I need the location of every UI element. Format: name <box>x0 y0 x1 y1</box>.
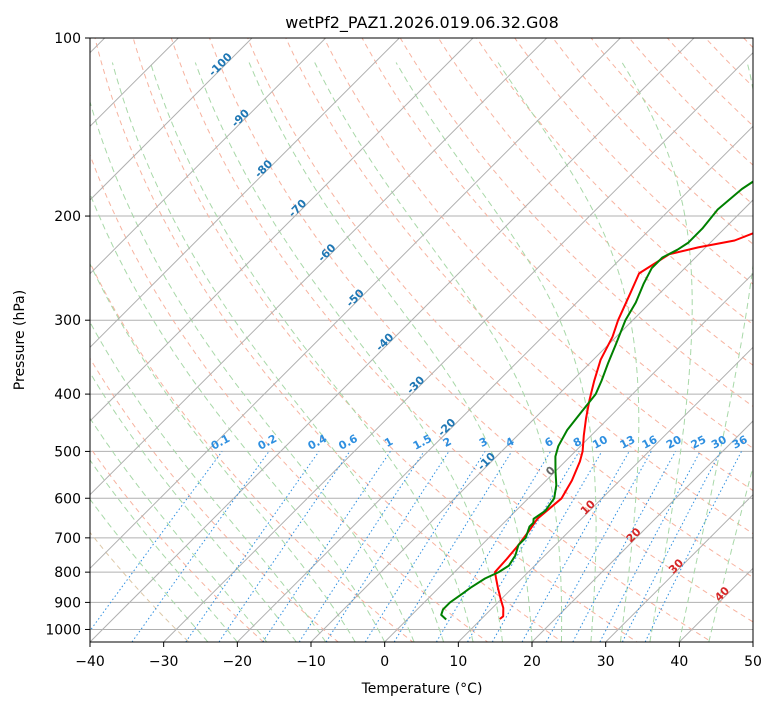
dry-adiabat <box>399 38 753 408</box>
mixing-ratio-line <box>325 451 450 642</box>
isotherm-line <box>90 38 253 201</box>
mixing-ratio-line <box>131 451 270 642</box>
y-tick-label: 900 <box>54 595 81 611</box>
y-tick-label: 800 <box>54 565 81 581</box>
moist-adiabats <box>90 62 753 642</box>
isotherm-line <box>605 493 753 642</box>
isotherm-line <box>90 38 621 570</box>
dry-adiabat <box>90 446 265 642</box>
mixing-ratio-line <box>467 451 580 642</box>
mixing-ratio-line <box>545 451 652 642</box>
x-tick-label: 10 <box>449 654 467 670</box>
x-tick-label: −30 <box>149 654 179 670</box>
isotherm-line <box>531 420 753 642</box>
mixing-ratio-labels: 0.1 0.2 0.4 0.6 1 1.5 2 3 4 6 8 10 13 16 20 25 30 36 <box>209 432 750 453</box>
moist-adiabat <box>90 262 356 642</box>
mixing-ratio-label: 13 <box>618 433 638 452</box>
isotherm-line <box>90 38 327 275</box>
mixing-ratio-line <box>435 451 552 642</box>
moist-adiabat <box>149 62 474 642</box>
y-tick-label: 300 <box>54 313 81 329</box>
x-tick-label: −20 <box>223 654 253 670</box>
moist-adiabat <box>90 100 415 642</box>
moist-adiabat <box>497 62 640 642</box>
moist-adiabat <box>314 62 563 642</box>
y-tick-label: 100 <box>54 31 81 47</box>
y-tick-label: 700 <box>54 531 81 547</box>
x-axis-label: Temperature (°C) <box>361 681 483 697</box>
dry-adiabat <box>94 38 564 642</box>
moist-adiabat <box>395 62 597 642</box>
isotherm-line <box>752 641 753 642</box>
isotherm-line <box>90 38 695 642</box>
isobar-lines <box>90 38 753 630</box>
x-tick-label: −40 <box>75 654 105 670</box>
mixing-ratio-line <box>364 451 486 642</box>
moist-adiabat <box>90 371 297 642</box>
dry-adiabat <box>323 38 753 492</box>
mixing-ratio-lines <box>90 451 742 642</box>
mixing-ratio-line <box>90 451 223 632</box>
isotherm-lines <box>90 38 753 642</box>
x-axis-ticks: −40 −30 −20 −10 0 10 20 30 40 50 <box>75 642 762 670</box>
x-tick-label: 20 <box>523 654 541 670</box>
mixing-ratio-label: 36 <box>730 433 750 452</box>
moist-adiabat <box>678 62 753 642</box>
isotherm-line <box>90 38 548 496</box>
dewpoint-line <box>440 180 753 621</box>
isotherm-line <box>384 272 753 642</box>
isotherm-line <box>90 38 400 349</box>
y-tick-label: 1000 <box>45 622 81 638</box>
dry-adiabat <box>209 38 753 623</box>
mixing-ratio-label: 16 <box>640 433 660 452</box>
isotherm-line <box>163 51 753 642</box>
y-tick-label: 500 <box>54 444 81 460</box>
mixing-ratio-line <box>572 451 676 642</box>
mixing-ratio-line <box>491 451 603 642</box>
mixing-ratio-label: 20 <box>664 433 684 452</box>
plot-area <box>90 38 753 642</box>
moist-adiabat <box>90 498 209 642</box>
isotherm-line <box>236 125 753 642</box>
moist-adiabat <box>90 321 327 642</box>
y-tick-label: 200 <box>54 209 81 225</box>
x-tick-label: 0 <box>380 654 389 670</box>
y-tick-label: 400 <box>54 387 81 403</box>
x-tick-label: −10 <box>296 654 326 670</box>
x-tick-label: 40 <box>670 654 688 670</box>
mixing-ratio-line <box>218 451 351 642</box>
moist-adiabat <box>248 62 533 642</box>
y-axis-label: Pressure (hPa) <box>12 290 28 390</box>
moist-adiabat <box>111 62 445 642</box>
moist-adiabat <box>621 62 693 642</box>
mixing-ratio-line <box>393 451 513 642</box>
moist-adiabat <box>194 62 503 642</box>
dry-adiabat <box>90 261 414 642</box>
moist-adiabat <box>90 459 238 642</box>
mixing-ratio-label: 30 <box>709 433 729 452</box>
x-tick-label: 50 <box>744 654 762 670</box>
y-axis-ticks: 1000 900 800 700 600 500 400 300 200 100 <box>45 31 90 638</box>
moist-adiabat <box>90 417 268 642</box>
moist-adiabat <box>90 192 386 642</box>
dry-adiabat <box>628 38 753 166</box>
mixing-ratio-label: 10 <box>590 433 610 452</box>
dry-adiabat <box>361 38 753 449</box>
isotherm-line <box>457 346 753 642</box>
dry-adiabat <box>285 38 753 535</box>
plot-frame <box>89 37 754 643</box>
sounding-series <box>440 180 753 621</box>
moist-adiabat <box>708 465 753 642</box>
dry-adiabat <box>90 153 489 642</box>
mixing-ratio-line <box>521 451 630 642</box>
dry-adiabat <box>170 38 713 642</box>
y-tick-label: 600 <box>54 491 81 507</box>
isotherm-line <box>310 199 753 642</box>
temperature-line <box>494 232 753 620</box>
mixing-ratio-label: 25 <box>689 433 709 452</box>
chart-title: wetPf2_PAZ1.2026.019.06.32.G08 <box>285 13 559 33</box>
x-tick-label: 30 <box>597 654 615 670</box>
isotherm-line <box>90 38 474 422</box>
